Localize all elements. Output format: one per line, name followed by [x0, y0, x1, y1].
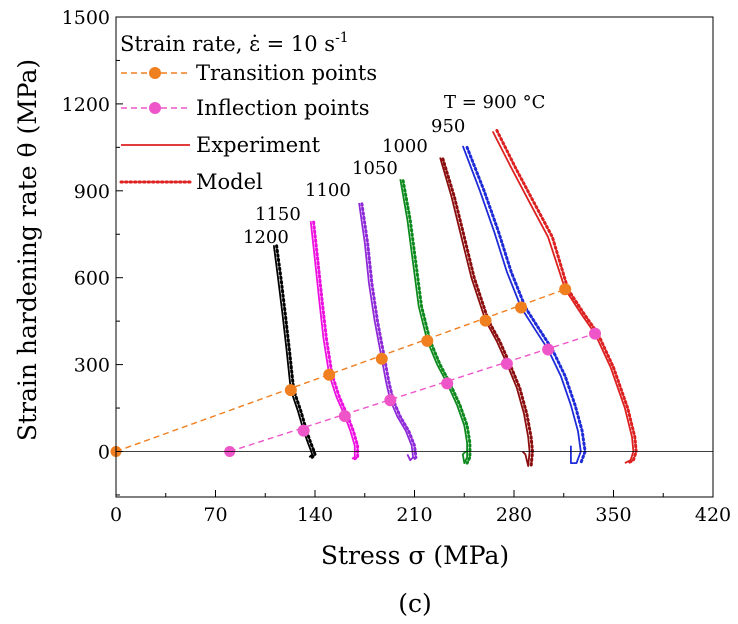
legend-transition-marker	[149, 67, 161, 79]
model-curve-1100	[360, 202, 418, 462]
temp-label-1050: 1050	[352, 158, 398, 179]
experiment-curve-1050	[399, 179, 469, 465]
transition-point	[559, 283, 572, 296]
temp-label-900: T = 900 °C	[444, 92, 545, 113]
model-curve-1000	[441, 157, 535, 468]
model-curve-1050	[401, 179, 472, 465]
points-layer	[110, 283, 602, 457]
experiment-curve-1150	[309, 221, 356, 460]
point-lines-layer	[115, 288, 596, 453]
model-curve-1150	[312, 220, 360, 461]
inflection-point	[589, 327, 602, 340]
legend-experiment-label: Experiment	[196, 133, 321, 157]
transition-point	[375, 352, 388, 365]
x-tick-label: 210	[396, 504, 432, 526]
model-curve-950	[465, 145, 587, 465]
temp-label-950: 950	[431, 116, 465, 137]
inflection-point	[338, 410, 351, 423]
x-tick-label: 70	[203, 504, 227, 526]
y-tick-label: 900	[74, 181, 110, 203]
x-tick-label: 0	[110, 504, 122, 526]
transition-point	[284, 384, 297, 397]
x-axis-title: Stress σ (MPa)	[321, 541, 509, 570]
transition-line	[115, 288, 566, 453]
transition-point	[421, 334, 434, 347]
legend-inflection-label: Inflection points	[196, 96, 370, 120]
temp-label-1150: 1150	[255, 204, 301, 225]
experiment-curve-900	[491, 130, 635, 464]
legend-model-label: Model	[196, 170, 263, 194]
inflection-point	[500, 357, 513, 370]
x-tick-label: 350	[595, 504, 631, 526]
y-tick-label: 0	[98, 442, 110, 464]
inflection-point	[542, 343, 555, 356]
x-tick-label: 420	[695, 504, 731, 526]
y-axis-ticks: 0 300 600 900 1200 1500	[62, 7, 123, 496]
legend: Strain rate, ε̇ = 10 s-1 Transition poin…	[119, 30, 377, 194]
experiment-curve-950	[461, 145, 582, 465]
transition-point	[479, 314, 492, 327]
legend-inflection-marker	[149, 102, 161, 114]
experiment-curve-1000	[439, 157, 531, 467]
inflection-point	[297, 424, 310, 437]
legend-title: Strain rate, ε̇ = 10 s-1	[120, 30, 349, 56]
y-tick-label: 600	[74, 268, 110, 290]
legend-transition-label: Transition points	[196, 61, 377, 85]
temp-label-1200: 1200	[243, 227, 289, 248]
x-tick-label: 140	[297, 504, 333, 526]
x-tick-label: 280	[496, 504, 532, 526]
temp-label-1100: 1100	[305, 180, 351, 201]
inflection-line	[229, 332, 596, 453]
inflection-point	[384, 394, 397, 407]
temp-label-1000: 1000	[382, 136, 428, 157]
y-axis-title: Strain hardening rate θ (MPa)	[13, 59, 42, 441]
inflection-point	[441, 377, 454, 390]
transition-point	[515, 301, 528, 314]
y-tick-label: 1500	[62, 7, 110, 29]
y-tick-label: 1200	[62, 94, 110, 116]
transition-point	[323, 368, 336, 381]
x-axis-ticks: 0 70 140 210 280 350 420	[110, 490, 731, 526]
panel-label: (c)	[398, 589, 432, 618]
y-tick-label: 300	[74, 355, 110, 377]
